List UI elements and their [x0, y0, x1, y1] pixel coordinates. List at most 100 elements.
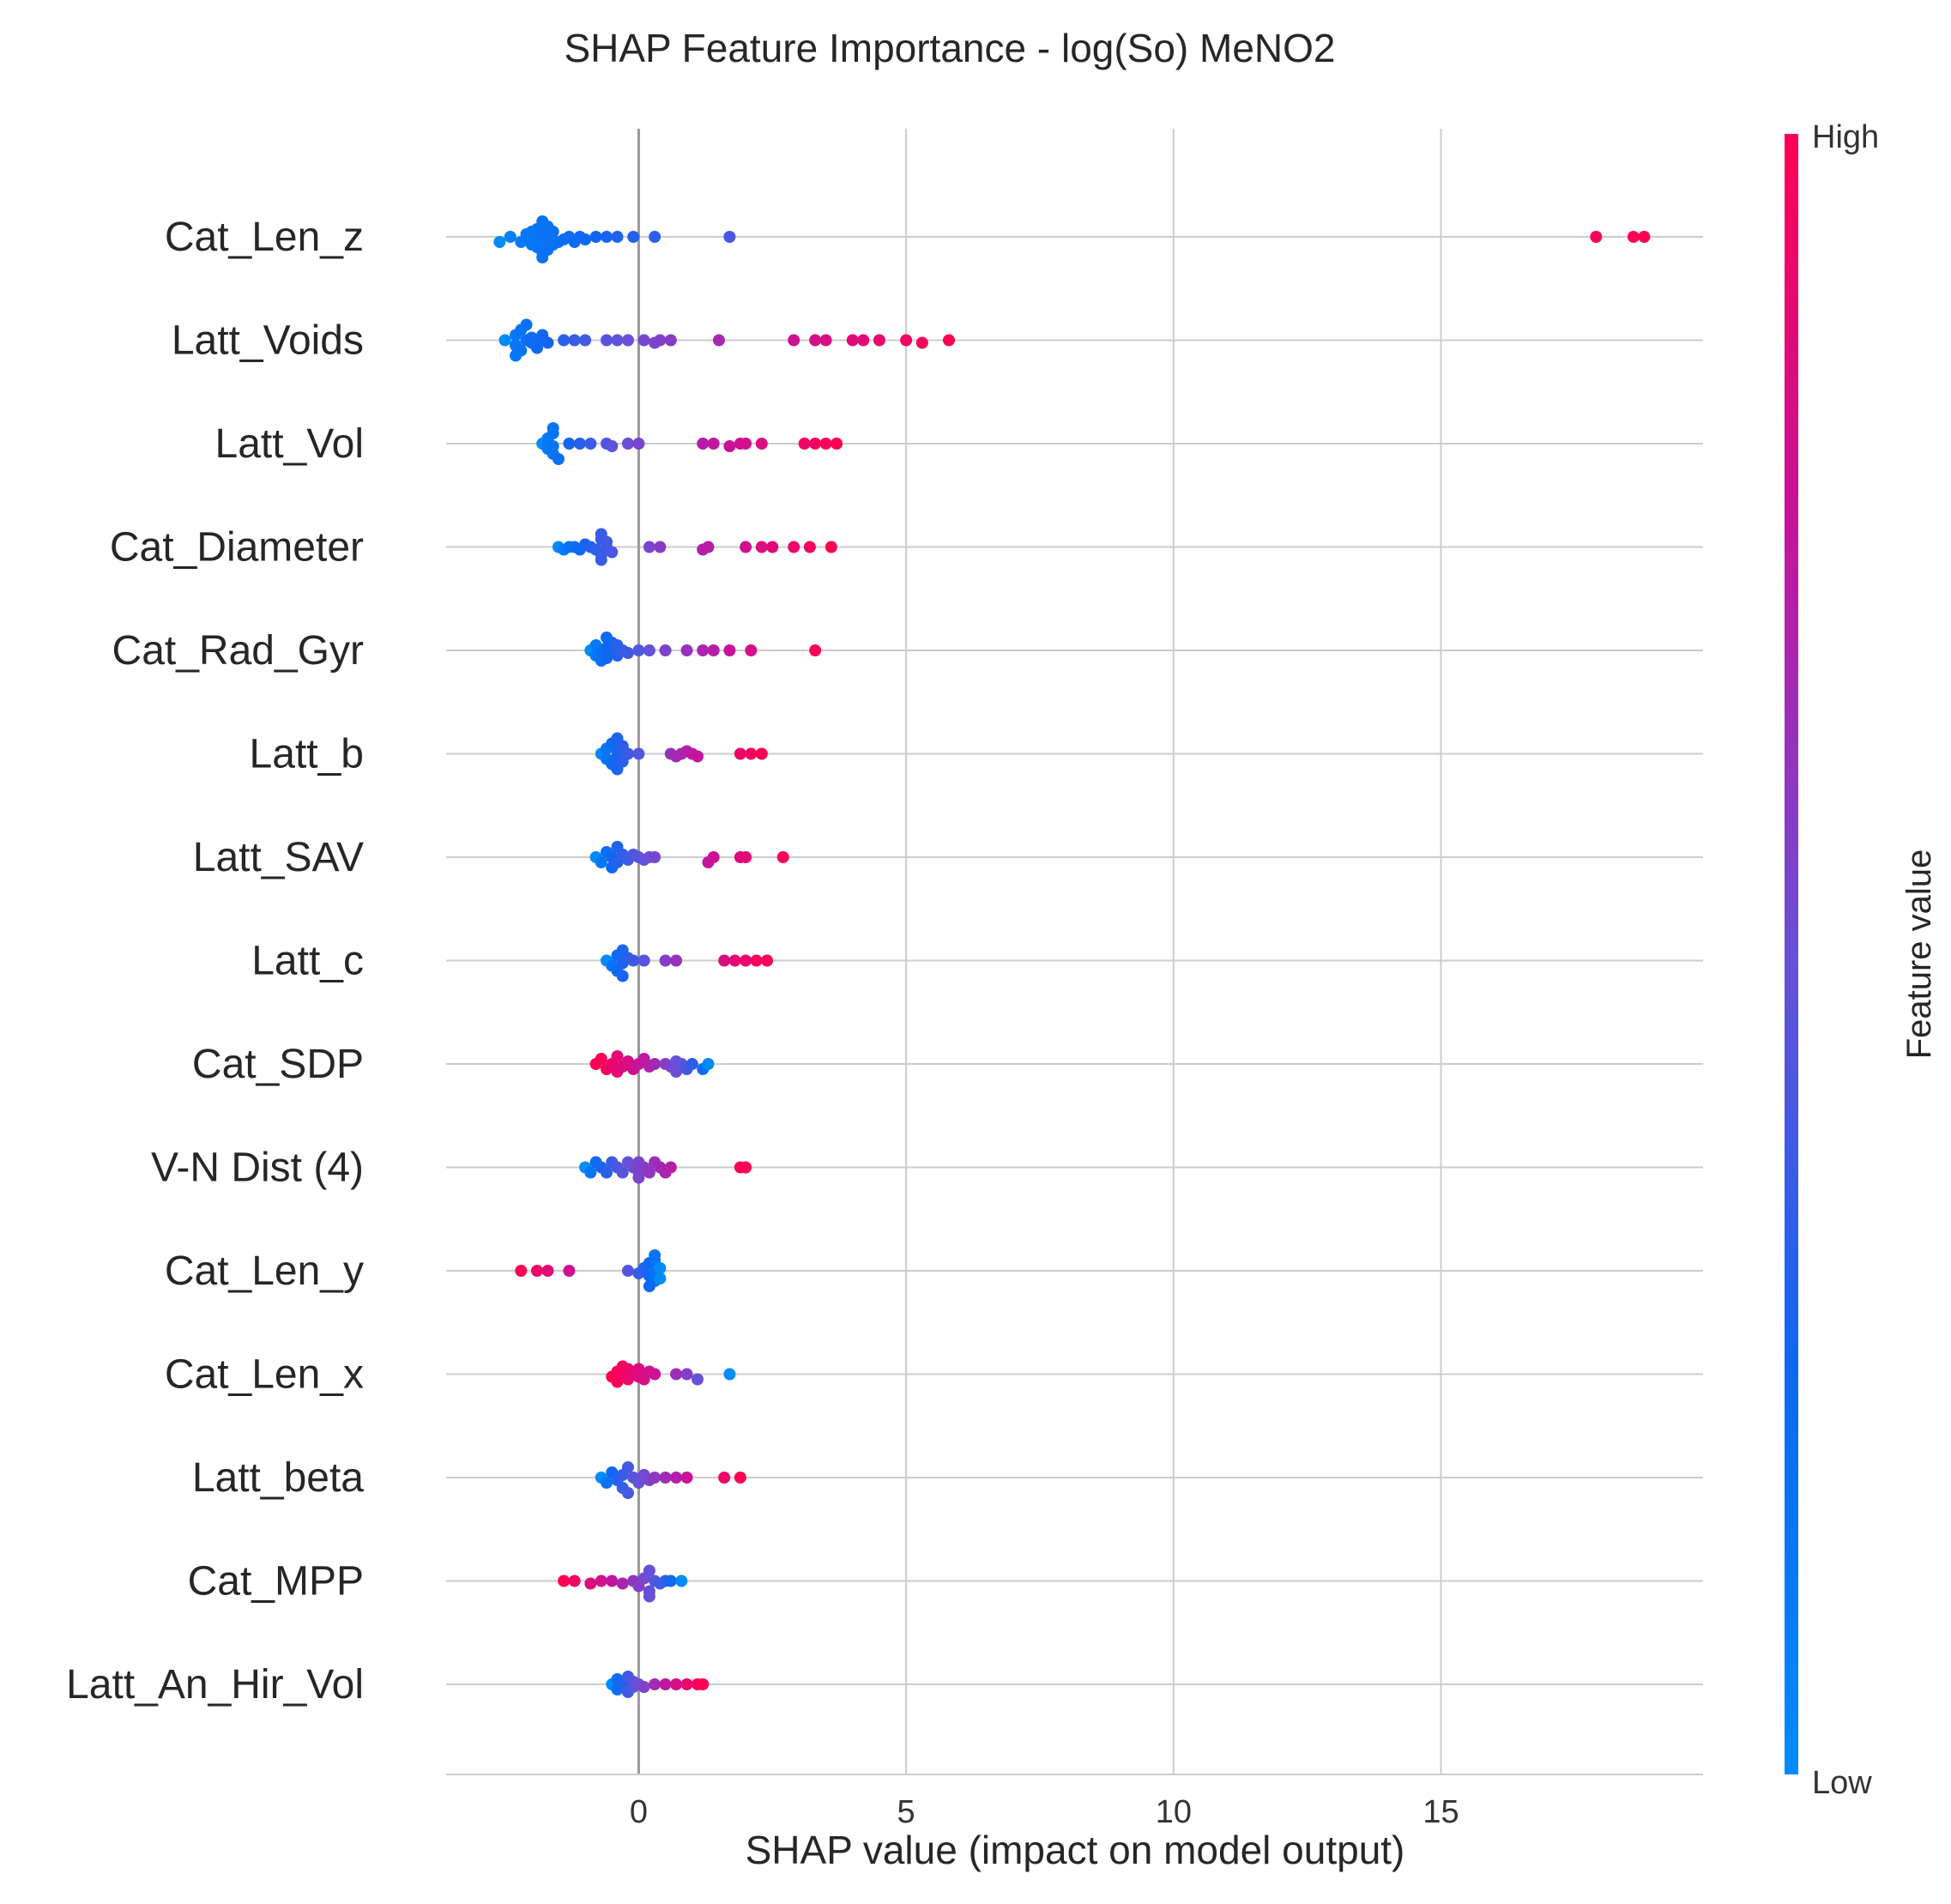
shap-point [943, 334, 955, 347]
shap-point [900, 334, 913, 347]
chart-title: SHAP Feature Importance - log(So) MeNO2 [564, 26, 1335, 70]
shap-point [595, 856, 607, 868]
shap-point [649, 1678, 661, 1690]
shap-point [601, 231, 613, 243]
shap-point [584, 438, 597, 450]
shap-point [723, 644, 736, 656]
shap-point [504, 231, 516, 243]
shap-point [541, 1265, 554, 1277]
shap-point [637, 954, 650, 967]
shap-point [664, 334, 677, 347]
shap-point [541, 336, 554, 349]
shap-point [659, 954, 672, 967]
shap-point [740, 541, 752, 553]
feature-label: Cat_SDP [192, 1042, 364, 1087]
shap-point [515, 1265, 528, 1277]
shap-point [637, 334, 650, 347]
shap-point [809, 334, 822, 347]
shap-point [654, 541, 667, 553]
shap-point [740, 438, 752, 450]
feature-label: Cat_MPP [188, 1559, 364, 1605]
shap-point [541, 244, 554, 256]
shap-point [649, 231, 661, 243]
shap-point [530, 1265, 543, 1277]
feature-label: Cat_Diameter [110, 525, 364, 571]
shap-point [621, 647, 634, 659]
shap-point [723, 440, 736, 452]
colorbar-low-label: Low [1812, 1765, 1872, 1801]
shap-point [616, 970, 629, 982]
shap-point [824, 541, 837, 553]
shap-point [697, 438, 710, 450]
shap-point [1627, 231, 1640, 243]
shap-point [643, 1280, 655, 1292]
shap-point [584, 1577, 597, 1590]
shap-point [675, 1575, 688, 1587]
shap-point [803, 541, 816, 553]
shap-point [643, 1590, 655, 1603]
shap-point [707, 438, 720, 450]
shap-point [649, 1368, 661, 1381]
shap-point [819, 438, 832, 450]
shap-point [692, 1373, 704, 1386]
shap-point [686, 1058, 698, 1070]
feature-label: Latt_b [250, 732, 364, 777]
feature-label: Cat_Len_y [165, 1248, 364, 1294]
shap-point [601, 1477, 613, 1489]
feature-label: Cat_Len_z [165, 215, 364, 260]
x-axis-ticks: 0 5 10 15 [630, 1794, 1459, 1830]
feature-label: Latt_Voids [172, 318, 364, 364]
shap-point [558, 1575, 571, 1587]
shap-point [776, 851, 789, 863]
shap-point [670, 1678, 683, 1690]
feature-label: V-N Dist (4) [151, 1145, 364, 1191]
shap-point [589, 231, 602, 243]
shap-point [654, 1272, 667, 1284]
shap-point [563, 1265, 576, 1277]
shap-point [601, 1166, 613, 1179]
shap-point [712, 334, 725, 347]
shap-point [520, 318, 533, 331]
shap-point [740, 851, 752, 863]
shap-point [659, 644, 672, 656]
shap-point [627, 954, 640, 967]
shap-point [616, 1166, 629, 1179]
shap-point [680, 1678, 693, 1690]
shap-point [498, 334, 511, 347]
shap-point [621, 747, 634, 760]
feature-label: Latt_Vol [215, 421, 364, 467]
shap-point [621, 1265, 634, 1277]
shap-point [680, 1472, 693, 1484]
x-tick-label: 10 [1156, 1794, 1192, 1830]
shap-point [664, 1575, 677, 1587]
shap-point [1638, 231, 1651, 243]
shap-points [493, 215, 1651, 1698]
shap-point [510, 349, 522, 362]
shap-point [745, 747, 758, 760]
shap-point [761, 954, 774, 967]
feature-label: Latt_beta [192, 1455, 364, 1501]
shap-point [573, 438, 586, 450]
shap-point [697, 1678, 710, 1690]
shap-point [649, 1472, 661, 1484]
shap-point [670, 1368, 683, 1381]
shap-point [649, 1058, 661, 1070]
shap-point [734, 1472, 746, 1484]
shap-point [707, 851, 720, 863]
shap-point [798, 438, 811, 450]
shap-point [728, 954, 741, 967]
shap-point [525, 331, 538, 344]
feature-label: Latt_An_Hir_Vol [66, 1662, 364, 1708]
shap-point [723, 1368, 736, 1381]
shap-point [649, 851, 661, 863]
x-axis-label: SHAP value (impact on model output) [746, 1828, 1405, 1872]
shap-point [611, 1050, 624, 1062]
shap-point [643, 541, 655, 553]
shap-point [637, 1681, 650, 1693]
shap-point [611, 231, 624, 243]
shap-point [547, 422, 559, 434]
shap-point [601, 334, 613, 347]
shap-point [766, 541, 779, 553]
shap-point [702, 1058, 715, 1070]
